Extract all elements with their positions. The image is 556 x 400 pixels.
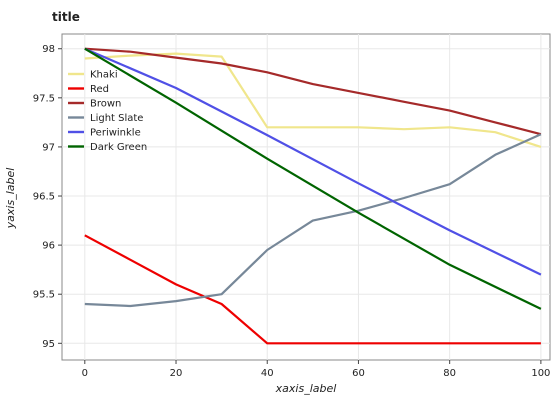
x-tick-label: 100 <box>531 368 550 379</box>
x-tick-label: 0 <box>82 368 88 379</box>
series-line-brown <box>84 47 542 136</box>
x-axis-title: xaxis_label <box>275 382 337 395</box>
series-line-light-slate <box>84 133 542 308</box>
chart-title: title <box>52 10 80 24</box>
legend-label: Periwinkle <box>90 128 141 139</box>
legend: Khaki Red Brown Light Slate Periwinkle Dark G… <box>68 70 147 153</box>
y-tick-label: 98 <box>42 44 55 55</box>
y-tick-label: 96 <box>42 241 55 252</box>
x-tick-label: 40 <box>261 368 274 379</box>
y-tick-label: 97 <box>42 142 55 153</box>
legend-label: Dark Green <box>90 142 147 153</box>
series-line-dark-green <box>84 47 542 310</box>
y-tick-label: 97.5 <box>33 93 55 104</box>
series-layer <box>84 47 542 345</box>
legend-label: Brown <box>90 99 121 110</box>
series-line-periwinkle <box>84 47 542 276</box>
series-line-khaki <box>84 52 542 148</box>
series-line-red <box>84 234 541 345</box>
y-tick-label: 96.5 <box>33 192 55 203</box>
y-axis-ticks: 95 95.5 96 96.5 97 97.5 98 <box>33 44 62 350</box>
y-tick-label: 95 <box>42 339 55 350</box>
x-tick-label: 80 <box>443 368 456 379</box>
x-axis-ticks: 0 20 40 60 80 100 <box>82 360 550 379</box>
y-axis-title: yaxis_label <box>4 168 17 230</box>
x-tick-label: 60 <box>352 368 365 379</box>
legend-label: Khaki <box>90 70 118 81</box>
x-tick-label: 20 <box>170 368 183 379</box>
legend-label: Light Slate <box>90 113 143 124</box>
legend-label: Red <box>90 84 109 95</box>
y-tick-label: 95.5 <box>33 290 55 301</box>
